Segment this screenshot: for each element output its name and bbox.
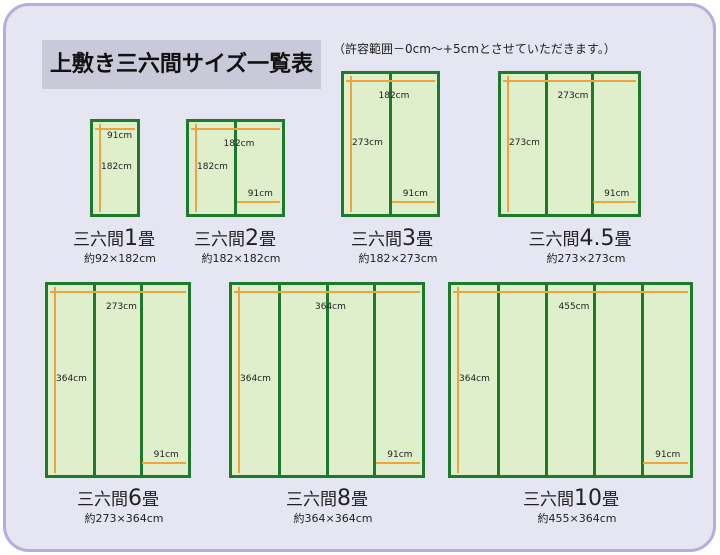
mat-name-part: 三六間 bbox=[77, 490, 128, 510]
mat-divider bbox=[93, 285, 97, 475]
height-arrow bbox=[350, 76, 352, 212]
mat-name: 三六間8畳 bbox=[286, 485, 368, 511]
mat-divider bbox=[590, 74, 594, 214]
unit-width-label: 91cm bbox=[247, 189, 273, 199]
mat-name-part: 10 bbox=[574, 486, 602, 511]
mat-divider bbox=[234, 122, 237, 214]
mat-divider bbox=[325, 285, 329, 475]
width-arrow bbox=[234, 291, 420, 293]
mat-size: 約92×182cm bbox=[84, 252, 156, 265]
width-label: 182cm bbox=[378, 91, 410, 101]
page-title: 上敷き三六間サイズ一覧表 bbox=[49, 52, 314, 77]
width-arrow bbox=[503, 80, 636, 82]
mat-size: 約455×364cm bbox=[537, 512, 617, 525]
mat-name-part: 三六間 bbox=[73, 230, 124, 250]
mat-name: 三六間1畳 bbox=[73, 225, 155, 251]
mat-name-part: 畳 bbox=[259, 230, 276, 250]
mat-name: 三六間4.5畳 bbox=[529, 225, 632, 251]
mat-divider bbox=[389, 74, 392, 214]
unit-width-arrow bbox=[142, 462, 186, 464]
height-arrow bbox=[457, 287, 459, 473]
width-label: 91cm bbox=[107, 131, 133, 141]
tatami-mat: 364cm 364cm 91cm bbox=[229, 282, 425, 478]
height-label: 182cm bbox=[101, 162, 132, 172]
tolerance-note: （許容範囲－0cm～+5cmとさせていただきます。） bbox=[333, 42, 616, 56]
mat-size: 約273×364cm bbox=[84, 512, 164, 525]
height-arrow bbox=[54, 287, 56, 473]
mat-name-part: 畳 bbox=[142, 490, 159, 510]
height-label: 182cm bbox=[197, 162, 228, 172]
unit-width-label: 91cm bbox=[402, 189, 428, 199]
tatami-mat: 455cm 364cm 91cm bbox=[448, 282, 693, 478]
tatami-mat: 273cm 273cm 91cm bbox=[498, 71, 641, 217]
mat-size: 約182×182cm bbox=[201, 252, 281, 265]
unit-width-label: 91cm bbox=[153, 450, 179, 460]
mat-name-part: 1 bbox=[124, 226, 138, 251]
mat-size: 約273×273cm bbox=[546, 252, 626, 265]
width-arrow bbox=[50, 291, 186, 293]
width-label: 182cm bbox=[223, 139, 255, 149]
mat-name-part: 8 bbox=[337, 486, 351, 511]
height-arrow bbox=[195, 124, 197, 212]
mat-size: 約182×273cm bbox=[358, 252, 438, 265]
unit-width-label: 91cm bbox=[387, 450, 413, 460]
height-arrow bbox=[99, 124, 101, 212]
mat-name-part: 三六間 bbox=[194, 230, 245, 250]
mat-name-part: 6 bbox=[128, 486, 142, 511]
unit-width-label: 91cm bbox=[655, 450, 681, 460]
height-label: 273cm bbox=[352, 138, 383, 148]
mat-name: 三六間2畳 bbox=[194, 225, 276, 251]
unit-width-arrow bbox=[643, 462, 688, 464]
mat-name-part: 畳 bbox=[351, 490, 368, 510]
unit-width-arrow bbox=[593, 201, 636, 203]
unit-width-arrow bbox=[375, 462, 420, 464]
mat-divider bbox=[497, 285, 501, 475]
mat-name-part: 3 bbox=[402, 226, 416, 251]
height-arrow bbox=[238, 287, 240, 473]
mat-divider bbox=[139, 285, 143, 475]
height-label: 364cm bbox=[56, 374, 87, 384]
width-arrow bbox=[191, 128, 280, 130]
mat-name-part: 三六間 bbox=[351, 230, 402, 250]
mat-name-part: 三六間 bbox=[523, 490, 574, 510]
mat-name: 三六間6畳 bbox=[77, 485, 159, 511]
mat-divider bbox=[640, 285, 644, 475]
title-box: 上敷き三六間サイズ一覧表 bbox=[42, 40, 321, 89]
tatami-mat: 182cm 273cm 91cm bbox=[341, 71, 440, 217]
mat-size: 約364×364cm bbox=[293, 512, 373, 525]
mat-name: 三六間10畳 bbox=[523, 485, 619, 511]
tatami-mat: 182cm 182cm 91cm bbox=[186, 119, 285, 217]
tatami-mat: 91cm 182cm bbox=[90, 119, 140, 217]
width-label: 273cm bbox=[557, 91, 589, 101]
height-label: 364cm bbox=[459, 374, 490, 384]
mat-name-part: 畳 bbox=[614, 230, 632, 250]
mat-name-part: 畳 bbox=[416, 230, 433, 250]
tatami-mat: 273cm 364cm 91cm bbox=[45, 282, 191, 478]
unit-width-arrow bbox=[236, 201, 280, 203]
mat-name-part: 三六間 bbox=[286, 490, 337, 510]
unit-width-label: 91cm bbox=[604, 189, 630, 199]
height-label: 364cm bbox=[240, 374, 271, 384]
mat-name: 三六間3畳 bbox=[351, 225, 433, 251]
mat-name-part: 2 bbox=[245, 226, 259, 251]
width-label: 455cm bbox=[558, 302, 590, 312]
width-label: 273cm bbox=[106, 302, 137, 312]
mat-divider bbox=[592, 285, 596, 475]
height-arrow bbox=[507, 76, 509, 212]
width-arrow bbox=[453, 291, 688, 293]
mat-name-part: 畳 bbox=[138, 230, 155, 250]
mat-divider bbox=[373, 285, 376, 475]
width-arrow bbox=[95, 128, 135, 130]
height-label: 273cm bbox=[509, 138, 540, 148]
mat-divider bbox=[278, 285, 281, 475]
width-label: 364cm bbox=[315, 302, 346, 312]
mat-name-part: 三六間 bbox=[528, 230, 580, 250]
unit-width-arrow bbox=[391, 201, 435, 203]
width-arrow bbox=[346, 80, 435, 82]
mat-name-part: 畳 bbox=[602, 490, 619, 510]
mat-divider bbox=[545, 285, 549, 475]
mat-name-part: 4.5 bbox=[579, 226, 615, 251]
mat-divider bbox=[545, 74, 549, 214]
